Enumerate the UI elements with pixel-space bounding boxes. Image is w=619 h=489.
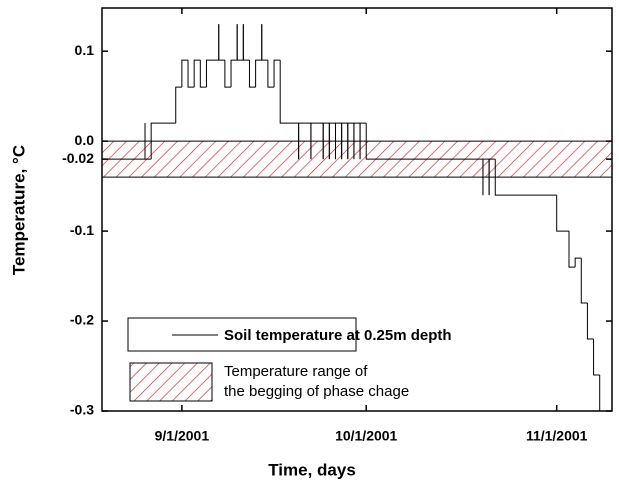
temperature-step [181,59,189,88]
legend-label: Temperature range of [224,363,368,380]
temperature-step [193,59,201,88]
temperature-step [255,59,262,88]
y-tick-label: -0.3 [70,402,94,418]
phase-change-band [101,140,613,178]
x-tick-label: 9/1/2001 [155,428,210,444]
temperature-step [236,24,244,61]
temperature-step [267,60,275,88]
temperature-step [187,60,195,88]
temperature-step [230,59,238,88]
temperature-step [248,60,256,88]
temperature-step [224,60,232,88]
temperature-step [205,59,219,88]
y-tick-label: 0.0 [75,132,95,148]
x-axis-label: Time, days [268,460,356,479]
temperature-step [574,257,582,268]
temperature-step [175,86,182,124]
temperature-step [353,122,361,160]
temperature-step [494,159,557,196]
temperature-step [322,122,330,160]
temperature-step [568,258,576,268]
temperature-step [593,339,600,376]
y-tick-label: 0.1 [75,42,95,58]
temperature-step [298,122,311,160]
y-tick-label: -0.2 [70,312,94,328]
legend-swatch [129,362,213,402]
y-axis-label: Temperature, °C [9,145,28,275]
temperature-step [580,258,588,304]
temperature-step [359,122,367,160]
temperature-step [556,195,569,232]
plot-frame [101,7,613,412]
temperature-step [488,158,496,196]
temperature-step [328,122,336,160]
temperature-step [150,122,176,160]
temperature-step [482,158,490,196]
y-tick-label: -0.1 [70,222,94,238]
temperature-step [279,60,299,124]
temperature-step [586,303,594,340]
temperature-step [261,24,268,61]
temperature-step [199,60,207,88]
x-tick-label: 10/1/2001 [335,428,397,444]
temperature-step [365,123,483,160]
legend-label: the begging of phase chage [224,383,409,400]
temperature-step [242,24,250,61]
temperature-step [144,123,152,160]
legend-box [127,317,357,352]
temperature-step [334,122,342,160]
temperature-step [310,122,324,160]
legend-label: Soil temperature at 0.25m depth [224,327,452,344]
temperature-step [273,59,281,88]
temperature-step [347,122,354,160]
temperature-step [341,122,348,160]
temperature-step [218,24,225,61]
y-tick-label: -0.02 [62,150,94,166]
x-tick-label: 11/1/2001 [526,428,588,444]
